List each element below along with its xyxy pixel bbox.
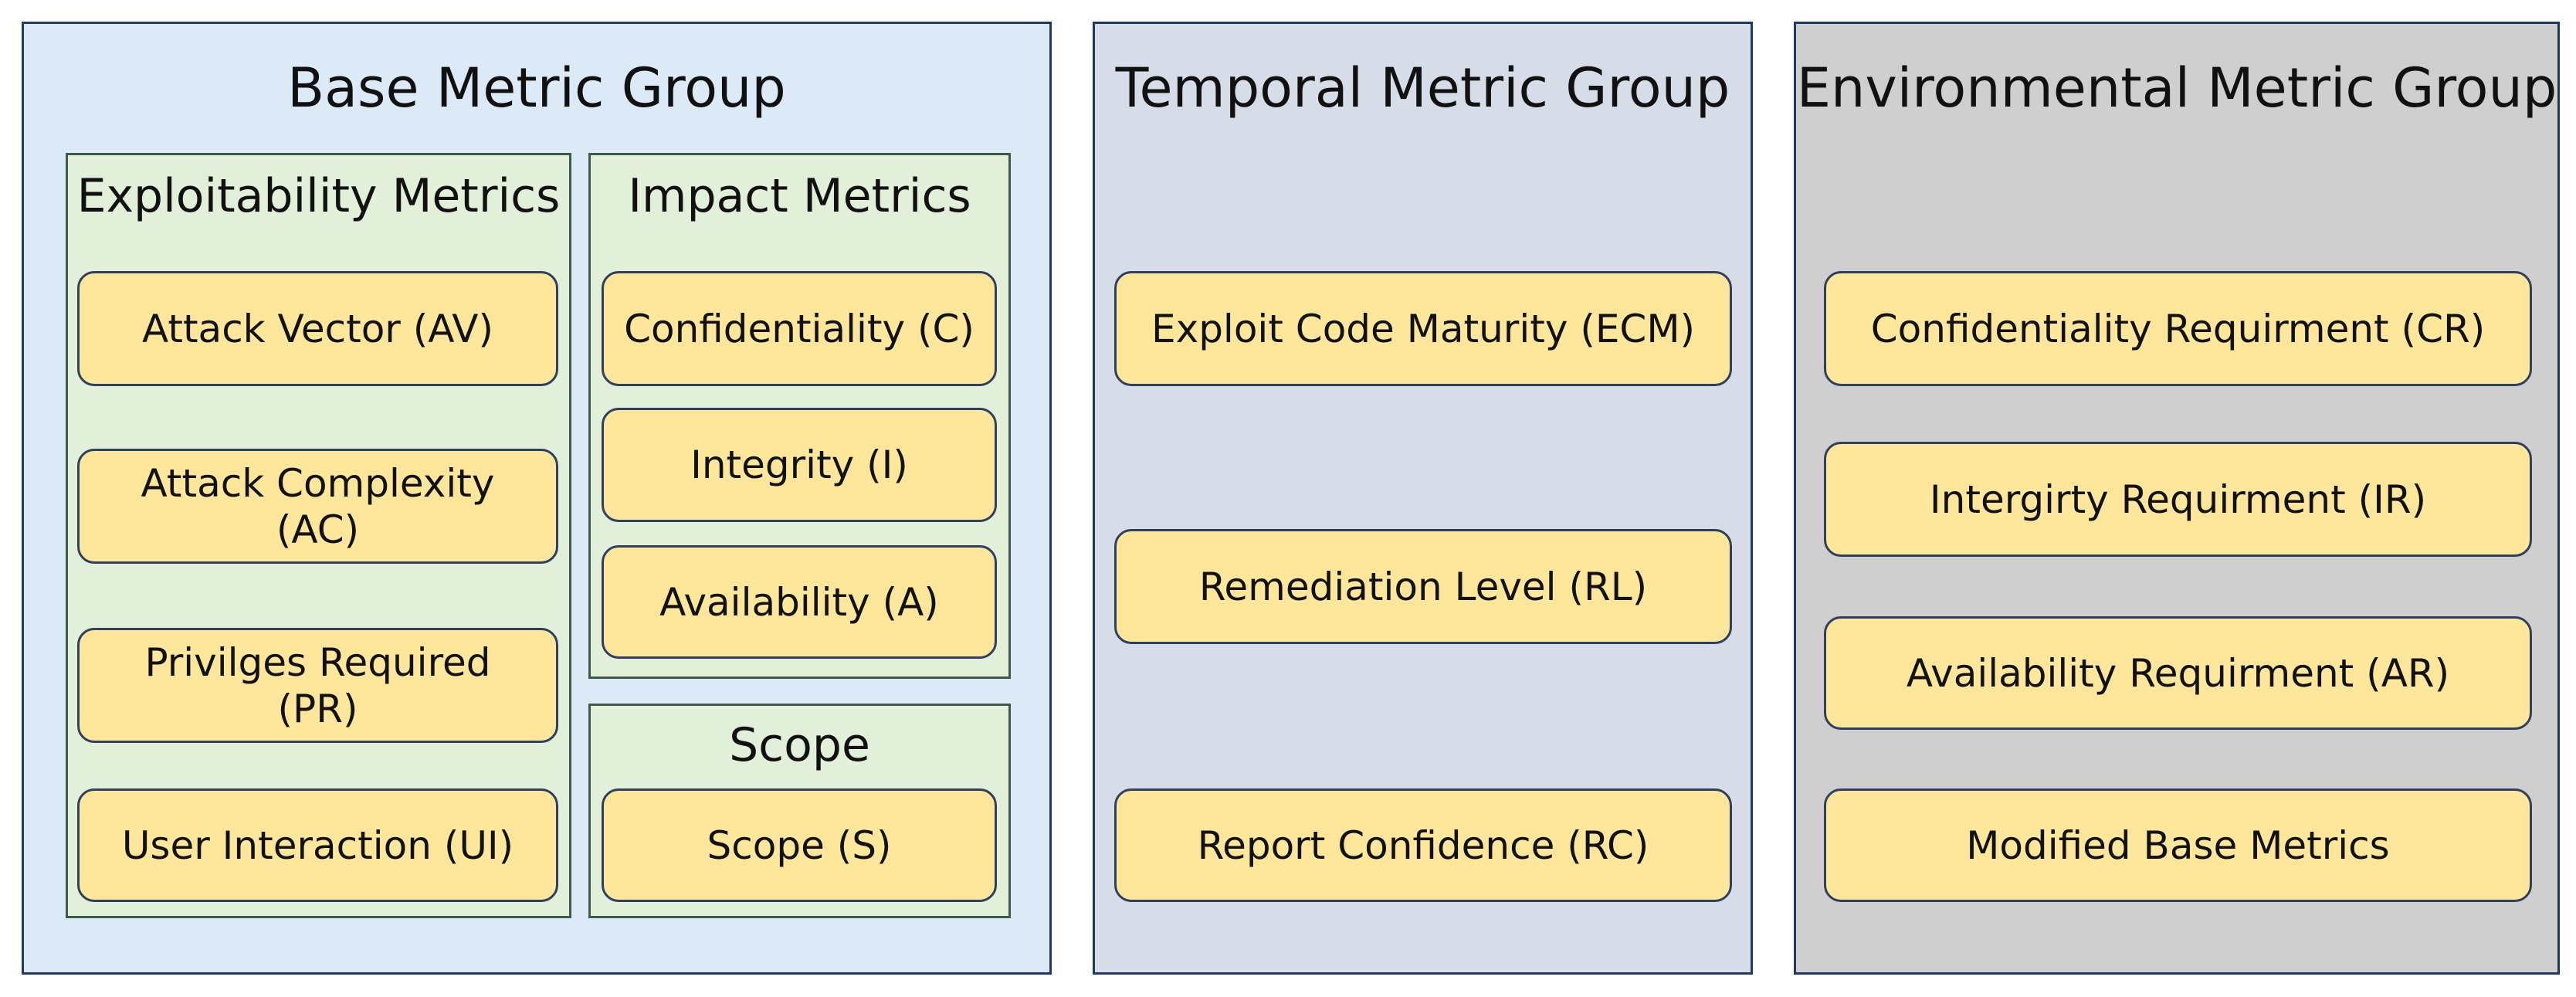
metric-item: User Interaction (UI) [77, 788, 558, 902]
subgroup-title: Scope [729, 718, 870, 772]
metric-item: Confidentiality Requirment (CR) [1824, 271, 2532, 386]
metric-item: Attack Complexity (AC) [77, 449, 558, 564]
metric-item: Integrity (I) [602, 408, 997, 522]
metric-item: Exploit Code Maturity (ECM) [1114, 271, 1732, 386]
group-title: Environmental Metric Group [1796, 56, 2557, 120]
subgroup-title: Exploitability Metrics [76, 169, 561, 223]
metric-item: Scope (S) [602, 788, 997, 902]
metric-item: Report Confidence (RC) [1114, 788, 1732, 902]
metric-item: Confidentiality (C) [602, 271, 997, 386]
group-title: Temporal Metric Group [1115, 56, 1730, 120]
group-title: Base Metric Group [287, 56, 786, 120]
metric-item: Privilges Required (PR) [77, 628, 558, 743]
metric-item: Availability (A) [602, 545, 997, 659]
metric-item: Remediation Level (RL) [1114, 529, 1732, 644]
metric-item: Attack Vector (AV) [77, 271, 558, 386]
metric-item: Availability Requirment (AR) [1824, 616, 2532, 730]
metric-item: Intergirty Requirment (IR) [1824, 442, 2532, 557]
metric-item: Modified Base Metrics [1824, 788, 2532, 902]
subgroup-title: Impact Metrics [628, 169, 971, 223]
